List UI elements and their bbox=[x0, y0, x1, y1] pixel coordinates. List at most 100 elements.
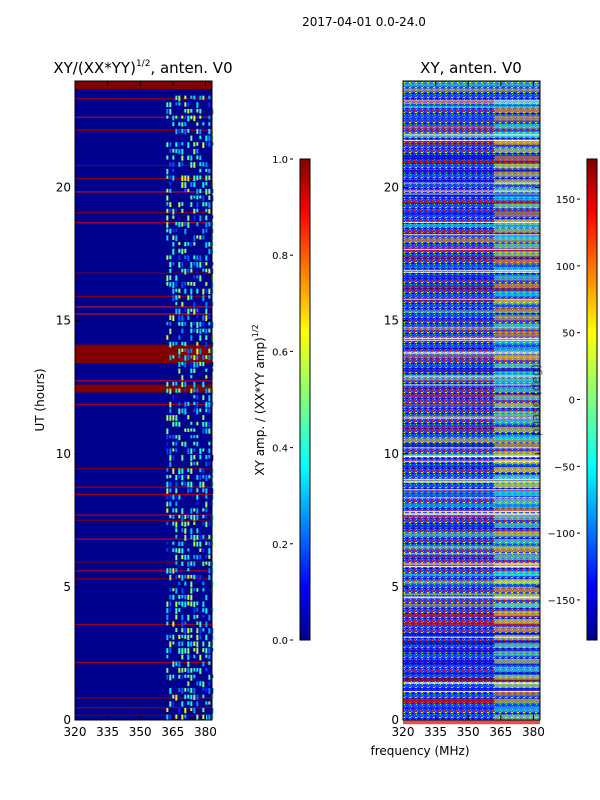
rfi-cell bbox=[172, 162, 175, 167]
rfi-cell bbox=[169, 142, 172, 147]
rfi-cell bbox=[178, 548, 181, 554]
phase-white-line bbox=[403, 337, 540, 339]
rfi-cell bbox=[202, 475, 205, 479]
rfi-cell bbox=[199, 135, 202, 140]
rfi-cell bbox=[193, 608, 196, 614]
rfi-cell bbox=[184, 634, 187, 639]
rfi-cell bbox=[202, 608, 205, 613]
rfi-cell bbox=[196, 488, 199, 493]
rfi-cell bbox=[196, 195, 199, 200]
rfi-cell bbox=[175, 128, 178, 135]
phase-row bbox=[403, 554, 540, 558]
phase-row bbox=[403, 515, 540, 519]
phase-row bbox=[403, 453, 540, 457]
rfi-cell bbox=[196, 262, 199, 268]
rfi-cell bbox=[199, 195, 202, 199]
ytick-label: 20 bbox=[384, 181, 399, 195]
rfi-cell bbox=[166, 468, 169, 472]
rfi-cell bbox=[187, 688, 190, 692]
phase-row bbox=[403, 237, 540, 243]
rfi-row bbox=[75, 403, 212, 405]
rfi-cell bbox=[205, 421, 208, 427]
rfi-cell bbox=[205, 375, 208, 379]
rfi-cell bbox=[193, 614, 196, 619]
coherent-cell bbox=[494, 195, 540, 201]
rfi-cell bbox=[193, 601, 196, 608]
rfi-cell bbox=[208, 461, 211, 466]
rfi-cell bbox=[190, 348, 193, 353]
rfi-cell bbox=[181, 222, 184, 227]
rfi-cell bbox=[208, 714, 211, 721]
rfi-cell bbox=[205, 701, 208, 705]
rfi-cell bbox=[202, 468, 205, 473]
phase-row bbox=[403, 687, 540, 692]
amplitude-yticks: 0 5 10 15 20 bbox=[56, 181, 212, 727]
rfi-cell bbox=[175, 694, 178, 701]
rfi-row bbox=[75, 129, 212, 131]
rfi-cell bbox=[181, 441, 184, 447]
rfi-cell bbox=[172, 262, 175, 266]
phase-white-line bbox=[403, 190, 540, 192]
rfi-cell bbox=[181, 528, 184, 533]
coherent-cell bbox=[494, 243, 540, 249]
rfi-cell bbox=[205, 301, 208, 308]
phase-plot-area bbox=[402, 80, 541, 725]
rfi-cell bbox=[166, 202, 169, 206]
rfi-cell bbox=[175, 495, 178, 499]
rfi-cell bbox=[190, 488, 193, 493]
rfi-cell bbox=[184, 341, 187, 347]
phase-title: XY, anten. V0 bbox=[420, 59, 522, 77]
rfi-cell bbox=[184, 594, 187, 600]
rfi-cell bbox=[172, 541, 175, 545]
coherent-cell bbox=[494, 171, 540, 177]
phase-white-line bbox=[403, 596, 540, 598]
rfi-cell bbox=[166, 521, 169, 526]
rfi-cell bbox=[184, 674, 187, 678]
rfi-cell bbox=[175, 714, 178, 719]
rfi-cell bbox=[196, 435, 199, 439]
rfi-cell bbox=[169, 448, 172, 455]
rfi-cell bbox=[196, 315, 199, 319]
rfi-cell bbox=[181, 674, 184, 680]
rfi-cell bbox=[178, 574, 181, 579]
phase-row bbox=[403, 593, 540, 596]
rfi-cell bbox=[196, 574, 199, 579]
coherent-cell bbox=[494, 291, 540, 297]
rfi-cell bbox=[172, 495, 175, 500]
rfi-cell bbox=[193, 182, 196, 188]
phase-row bbox=[403, 285, 540, 291]
rfi-cell bbox=[196, 208, 199, 213]
rfi-cell bbox=[205, 255, 208, 261]
rfi-cell bbox=[196, 528, 199, 534]
phase-white-line bbox=[403, 353, 540, 355]
rfi-cell bbox=[190, 388, 193, 394]
rfi-cell bbox=[184, 481, 187, 486]
ytick-label: 15 bbox=[56, 314, 71, 328]
rfi-cell bbox=[205, 175, 208, 181]
rfi-cell bbox=[184, 554, 187, 560]
rfi-row bbox=[75, 222, 212, 224]
coherent-cell bbox=[494, 443, 540, 449]
rfi-cell bbox=[181, 654, 184, 660]
rfi-cell bbox=[187, 308, 190, 315]
rfi-cell bbox=[199, 654, 202, 661]
rfi-cell bbox=[202, 288, 205, 295]
coherent-cell bbox=[494, 491, 540, 497]
rfi-cell bbox=[205, 135, 208, 142]
phase-white-line bbox=[403, 690, 540, 692]
rfi-cell bbox=[190, 634, 193, 638]
rfi-cell bbox=[184, 528, 187, 534]
rfi-cell bbox=[199, 554, 202, 560]
ytick-label: 10 bbox=[384, 447, 399, 461]
rfi-cell bbox=[178, 255, 181, 260]
rfi-cell bbox=[166, 714, 169, 720]
phase-row bbox=[403, 465, 540, 469]
rfi-cell bbox=[169, 461, 172, 468]
rfi-cell bbox=[178, 355, 181, 359]
coherent-cell bbox=[494, 107, 540, 113]
phase-colorbar: 150 100 50 0 −50 −100 −150 phase (deg) bbox=[529, 158, 598, 641]
rfi-cell bbox=[169, 475, 172, 479]
rfi-cell bbox=[208, 315, 211, 320]
rfi-cell bbox=[172, 661, 175, 667]
rfi-cell bbox=[169, 701, 172, 707]
